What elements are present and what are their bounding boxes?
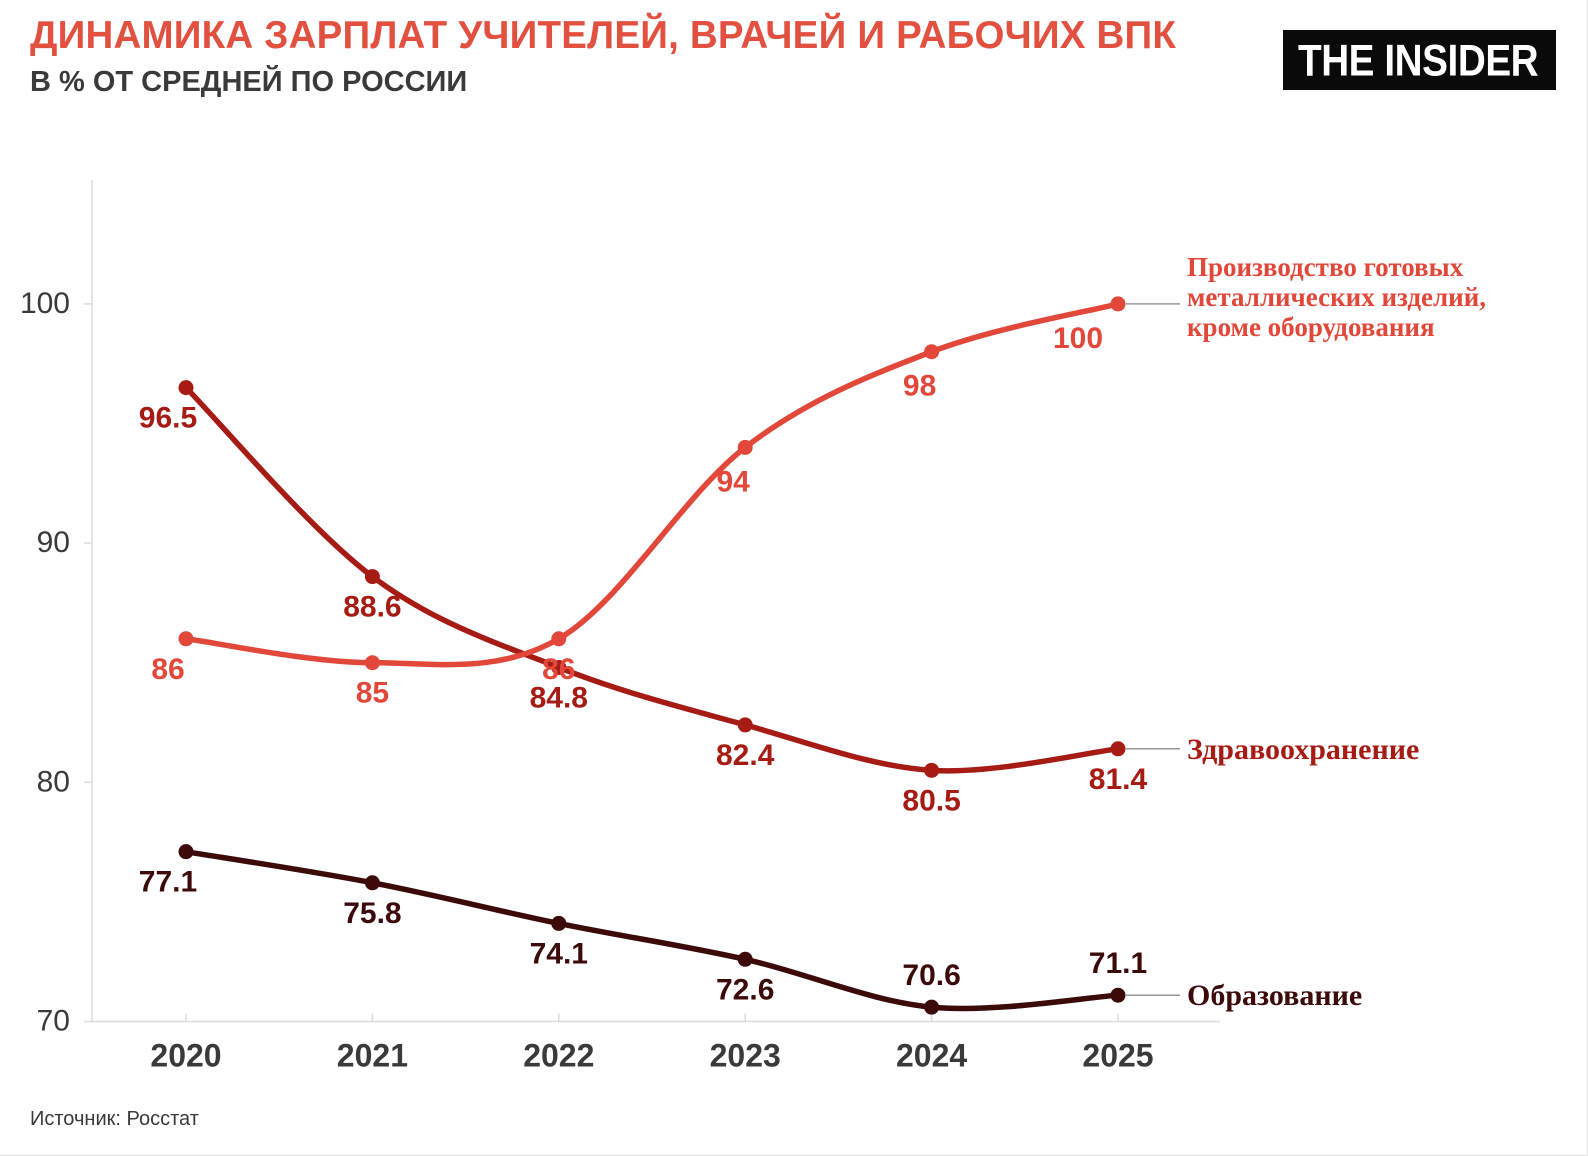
svg-text:85: 85 xyxy=(356,677,389,710)
svg-text:96.5: 96.5 xyxy=(139,402,197,435)
svg-text:Производство готовых: Производство готовых xyxy=(1187,252,1464,282)
svg-text:100: 100 xyxy=(20,287,70,320)
svg-text:2020: 2020 xyxy=(150,1038,221,1074)
svg-text:2024: 2024 xyxy=(896,1038,967,1074)
svg-text:84.8: 84.8 xyxy=(530,681,588,714)
svg-text:Здравоохранение: Здравоохранение xyxy=(1187,733,1419,766)
svg-text:86: 86 xyxy=(151,653,184,686)
svg-text:100: 100 xyxy=(1053,322,1103,355)
svg-text:81.4: 81.4 xyxy=(1089,763,1148,796)
svg-text:72.6: 72.6 xyxy=(716,973,774,1006)
svg-text:2025: 2025 xyxy=(1082,1038,1153,1074)
svg-text:кроме оборудования: кроме оборудования xyxy=(1187,312,1435,342)
svg-text:94: 94 xyxy=(717,465,751,498)
svg-text:75.8: 75.8 xyxy=(343,897,401,930)
svg-text:2023: 2023 xyxy=(710,1038,781,1074)
svg-text:металлических изделий,: металлических изделий, xyxy=(1187,282,1486,312)
svg-text:82.4: 82.4 xyxy=(716,739,775,772)
svg-text:86: 86 xyxy=(542,653,575,686)
svg-text:71.1: 71.1 xyxy=(1089,947,1147,980)
svg-text:74.1: 74.1 xyxy=(530,937,588,970)
svg-text:2022: 2022 xyxy=(523,1038,594,1074)
svg-text:70: 70 xyxy=(37,1005,70,1038)
svg-text:80.5: 80.5 xyxy=(902,784,960,817)
svg-text:98: 98 xyxy=(903,370,936,403)
svg-text:90: 90 xyxy=(37,526,70,559)
svg-text:88.6: 88.6 xyxy=(343,591,401,624)
svg-text:70.6: 70.6 xyxy=(902,959,960,992)
svg-text:Образование: Образование xyxy=(1187,979,1362,1012)
svg-text:2021: 2021 xyxy=(337,1038,408,1074)
svg-text:77.1: 77.1 xyxy=(139,866,197,899)
svg-text:80: 80 xyxy=(37,765,70,798)
